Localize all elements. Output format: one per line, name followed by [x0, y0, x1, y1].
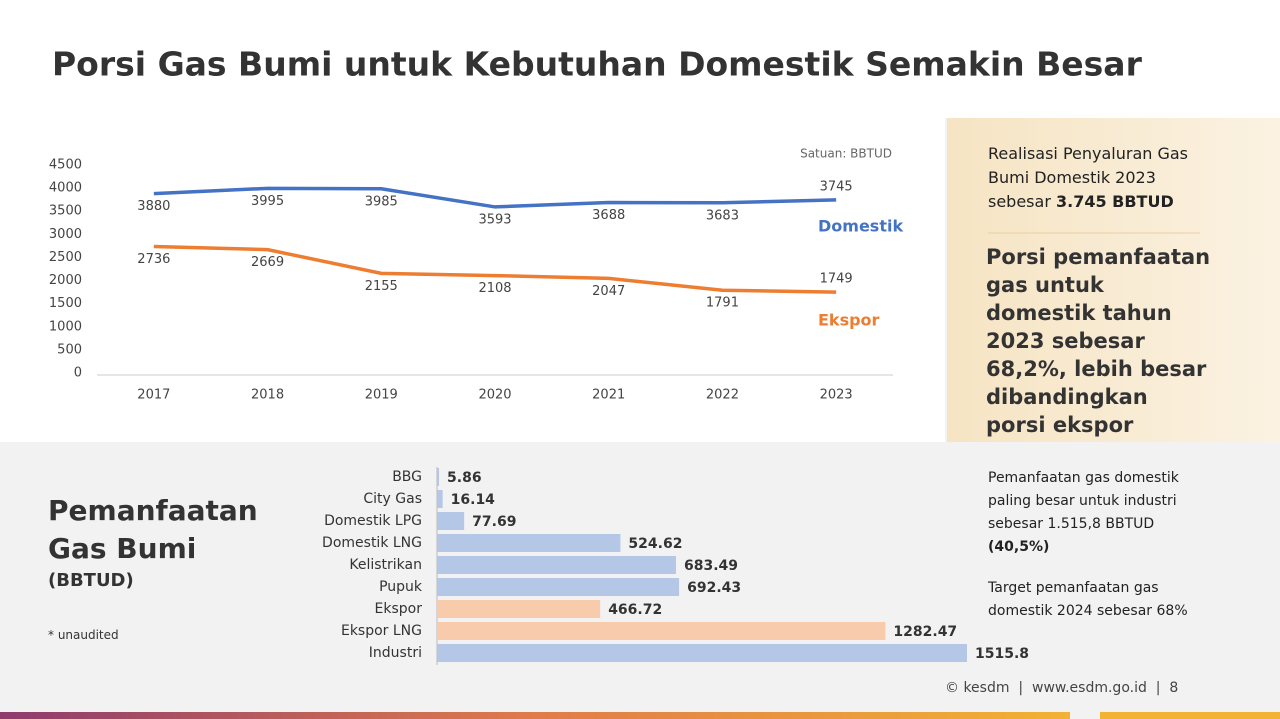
data-label: 1791	[706, 296, 739, 311]
panel-intro: Realisasi Penyaluran Gas Bumi Domestik 2…	[988, 142, 1218, 214]
data-label: 3688	[592, 208, 625, 223]
category-label: Kelistrikan	[349, 557, 422, 573]
data-label: 2108	[478, 281, 511, 296]
header-bg	[0, 0, 1280, 118]
category-label: Pupuk	[379, 579, 423, 595]
y-tick-label: 1000	[49, 319, 82, 334]
series-line	[153, 186, 837, 209]
panel-highlight: Porsi pemanfaatan gas untuk domestik tah…	[986, 245, 1211, 437]
category-label: Domestik LNG	[322, 535, 422, 551]
bar	[437, 578, 680, 596]
x-tick-label: 2018	[251, 388, 284, 403]
category-label: Industri	[369, 645, 422, 661]
note-first: Pemanfaatan gas domestik paling besar un…	[988, 467, 1218, 559]
y-tick-label: 0	[74, 366, 82, 381]
bottom-stripe	[0, 712, 1070, 719]
panel-intro-bold: 3.745 BBTUD	[1055, 192, 1174, 211]
data-label: 3745	[820, 179, 853, 194]
legend-label: Ekspor	[818, 311, 880, 330]
bar	[437, 512, 465, 530]
side-panel-bg	[947, 118, 1280, 442]
category-label: Ekspor LNG	[341, 623, 422, 639]
bar-note: * unaudited	[48, 628, 119, 642]
panel-intro-text: Realisasi Penyaluran Gas Bumi Domestik 2…	[988, 144, 1189, 211]
data-label: 692.43	[687, 580, 741, 596]
bar	[437, 468, 440, 486]
y-tick-label: 2500	[49, 250, 82, 265]
unit-note: Satuan: BBTUD	[800, 147, 892, 161]
legend-label: Domestik	[818, 216, 903, 235]
y-tick-label: 1500	[49, 296, 82, 311]
data-label: 3995	[251, 194, 284, 209]
data-label: 2155	[365, 279, 398, 294]
footer: © kesdm | www.esdm.go.id | 8	[945, 680, 1179, 696]
bar	[437, 622, 886, 640]
data-label: 2047	[592, 284, 625, 299]
data-label: 1515.8	[975, 646, 1029, 662]
y-tick-label: 500	[57, 342, 82, 357]
category-label: Ekspor	[375, 601, 423, 617]
bar	[437, 600, 601, 618]
bar-title: Pemanfaatan Gas Bumi	[48, 494, 258, 565]
x-tick-label: 2022	[706, 388, 739, 403]
data-label: 2736	[137, 252, 170, 267]
x-tick-label: 2021	[592, 388, 625, 403]
data-label: 3880	[137, 199, 170, 214]
footer-site: www.esdm.go.id	[1032, 680, 1147, 696]
x-tick-label: 2017	[137, 388, 170, 403]
data-label: 466.72	[608, 602, 662, 618]
footer-brand: kesdm	[963, 680, 1010, 696]
data-label: 3593	[478, 212, 511, 227]
bar	[437, 644, 967, 662]
data-label: 5.86	[447, 470, 482, 486]
data-label: 3985	[365, 194, 398, 209]
slide-title: Porsi Gas Bumi untuk Kebutuhan Domestik …	[52, 45, 1143, 84]
x-tick-label: 2023	[820, 388, 853, 403]
bar-subtitle: (BBTUD)	[48, 570, 134, 591]
data-label: 1749	[820, 272, 853, 287]
y-tick-label: 2000	[49, 273, 82, 288]
data-label: 524.62	[628, 536, 682, 552]
category-label: BBG	[392, 469, 422, 485]
category-label: City Gas	[363, 491, 422, 507]
y-tick-label: 4000	[49, 181, 82, 196]
x-tick-label: 2019	[365, 388, 398, 403]
bar	[437, 534, 621, 552]
y-tick-label: 3000	[49, 227, 82, 242]
y-tick-label: 4500	[49, 158, 82, 173]
footer-page: 8	[1169, 680, 1179, 696]
data-label: 1282.47	[893, 624, 957, 640]
bar	[437, 556, 676, 574]
bottom-stripe	[1100, 712, 1280, 719]
bar	[437, 490, 443, 508]
y-tick-label: 3500	[49, 204, 82, 219]
note-first-text: Pemanfaatan gas domestik paling besar un…	[988, 470, 1179, 532]
series-line	[153, 244, 837, 294]
data-label: 2669	[251, 255, 284, 270]
note-second: Target pemanfaatan gas domestik 2024 seb…	[988, 580, 1188, 619]
data-label: 77.69	[472, 514, 516, 530]
x-tick-label: 2020	[478, 388, 511, 403]
category-label: Domestik LPG	[324, 513, 422, 529]
chart-bg	[0, 118, 945, 442]
data-label: 683.49	[684, 558, 738, 574]
data-label: 3683	[706, 208, 739, 223]
data-label: 16.14	[451, 492, 496, 508]
note-first-bold: (40,5%)	[988, 539, 1050, 555]
